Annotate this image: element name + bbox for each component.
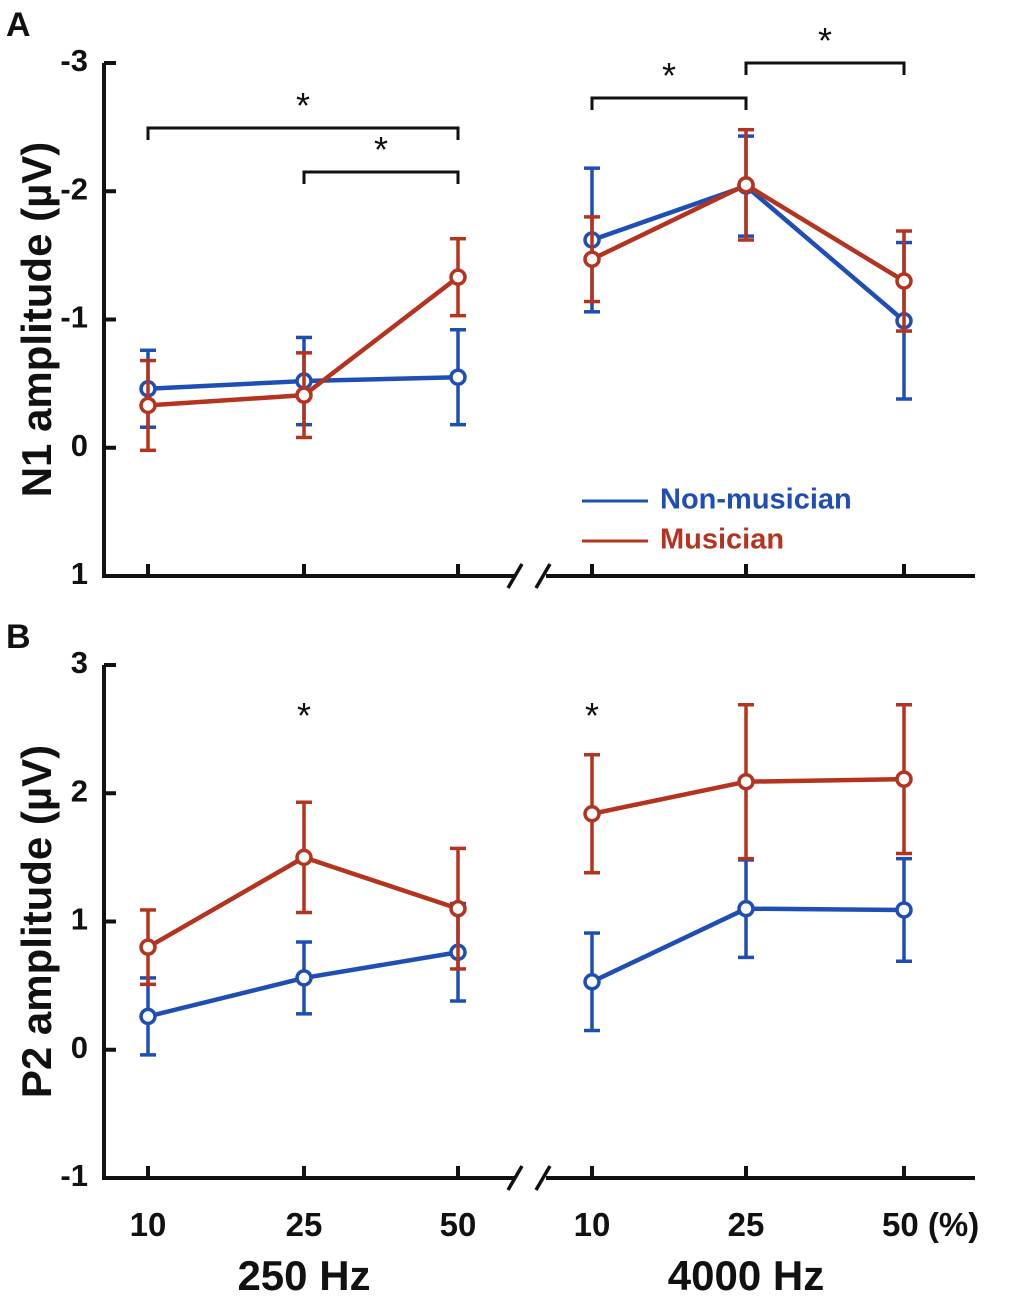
axis-break-mark	[506, 563, 524, 589]
y-tick-label: 1	[71, 902, 88, 937]
x-tick-label: 10	[130, 1206, 167, 1243]
musician-point	[139, 938, 157, 956]
significance-star: *	[374, 129, 388, 170]
non-musician-point	[295, 969, 313, 987]
significance-star: *	[296, 85, 310, 126]
musician-point	[449, 268, 467, 286]
non-musician-line	[591, 906, 905, 984]
y-tick-label: 0	[71, 428, 88, 463]
musician-point	[139, 396, 157, 415]
panel-label: B	[6, 618, 31, 656]
panel-b-p2: B P2 amplitude (µV) -1 0 1 2 3 * * 10 25 50 10 25 50 (…	[6, 618, 979, 1299]
y-tick-label: 2	[71, 773, 88, 808]
y-tick-label: 0	[71, 1030, 88, 1065]
axis-break-mark	[506, 1165, 524, 1191]
musician-point	[583, 805, 601, 823]
non-musician-point	[449, 368, 467, 386]
y-tick-label: -2	[60, 171, 88, 206]
significance-bracket	[302, 170, 460, 184]
musician-point	[737, 772, 755, 791]
significance-star: *	[818, 20, 832, 61]
x-group-label: 4000 Hz	[668, 1252, 824, 1299]
x-tick-label: 25	[728, 1206, 765, 1243]
musician-point	[737, 176, 755, 194]
significance-bracket	[590, 96, 748, 110]
legend-label: Non-musician	[660, 484, 852, 516]
panel-a-n1: A N1 amplitude (µV) -3 -2 -1 0 1 * * * * Non-musici…	[6, 6, 975, 591]
significance-bracket	[744, 61, 906, 75]
non-musician-point	[737, 899, 755, 918]
musician-point	[449, 899, 467, 918]
non-musician-point	[895, 901, 913, 919]
significance-star: *	[662, 55, 676, 96]
y-tick-label: 1	[71, 556, 88, 591]
musician-line	[591, 182, 906, 283]
panel-label: A	[6, 6, 31, 44]
y-tick-label: -1	[60, 1158, 88, 1193]
musician-point	[295, 848, 313, 867]
axis-break-mark	[534, 1165, 552, 1191]
x-tick-label: 50 (%)	[882, 1206, 979, 1243]
x-group-label: 250 Hz	[237, 1252, 370, 1299]
axis-break-mark	[534, 563, 552, 589]
y-tick-label: 3	[71, 645, 88, 680]
significance-star: *	[297, 695, 311, 736]
y-axis-label: N1 amplitude (µV)	[13, 142, 60, 498]
non-musician-point	[139, 1007, 157, 1026]
non-musician-point	[583, 973, 601, 991]
y-tick-label: -1	[60, 300, 88, 335]
musician-point	[295, 386, 313, 404]
x-tick-label: 10	[574, 1206, 611, 1243]
y-tick-label: -3	[60, 43, 88, 78]
x-tick-label: 25	[286, 1206, 323, 1243]
significance-star: *	[585, 695, 599, 736]
musician-point	[583, 250, 601, 268]
significance-bracket	[146, 126, 460, 140]
y-axis-label: P2 amplitude (µV)	[13, 745, 60, 1098]
x-tick-label: 50	[440, 1206, 477, 1243]
legend-label: Musician	[660, 524, 784, 556]
musician-point	[895, 770, 913, 788]
musician-point	[895, 272, 913, 290]
